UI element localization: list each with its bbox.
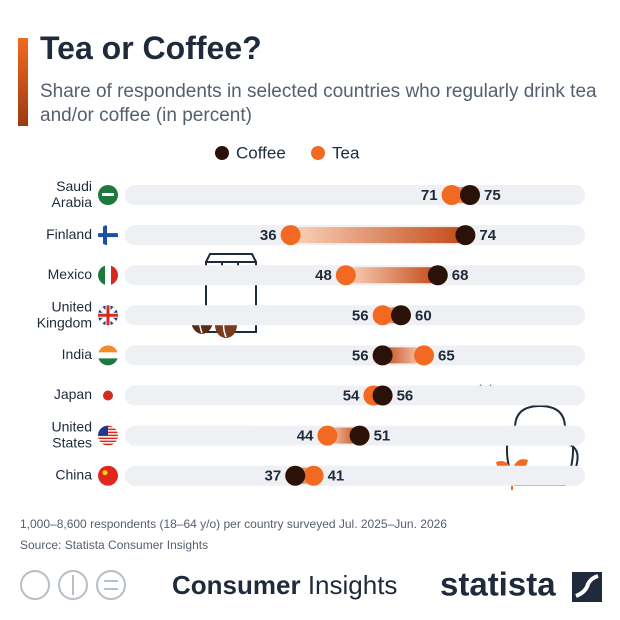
- connector: [290, 227, 466, 244]
- value-label: 68: [452, 267, 469, 284]
- coffee-dot: [391, 305, 411, 326]
- value-label: 37: [265, 468, 282, 485]
- coffee-dot: [349, 425, 370, 446]
- row-track: [125, 305, 585, 326]
- coffee-dot: [427, 265, 448, 286]
- flag-part: [98, 233, 118, 238]
- coffee-dot: [455, 225, 476, 246]
- flag-part: [102, 470, 108, 476]
- license-icons: [20, 570, 126, 600]
- value-label: 41: [328, 468, 345, 485]
- coffee-dot: [285, 465, 306, 486]
- flag: [98, 465, 118, 486]
- category-label: China: [55, 466, 92, 482]
- logo: statista: [440, 566, 556, 603]
- source: Source: Statista Consumer Insights: [20, 538, 209, 552]
- value-label: 44: [297, 428, 314, 445]
- category-label: Finland: [46, 226, 92, 242]
- chart-title: Tea or Coffee?: [40, 30, 262, 66]
- flag-part: [98, 305, 118, 326]
- category-label: India: [62, 346, 93, 362]
- tea-dot: [303, 465, 324, 486]
- flag: [98, 265, 118, 286]
- brand: Consumer Insights: [172, 570, 397, 600]
- flag: [98, 425, 118, 446]
- value-label: 48: [315, 267, 332, 284]
- brand-bold: Consumer: [172, 570, 301, 600]
- footer: 1,000–8,600 respondents (18–64 y/o) per …: [20, 514, 447, 556]
- tea-dot: [372, 305, 393, 326]
- flag-part: [98, 425, 108, 436]
- value-label: 36: [260, 227, 277, 244]
- value-label: 60: [415, 307, 432, 324]
- row-track: [125, 345, 585, 366]
- flag-part: [98, 443, 118, 446]
- legend-marker: [311, 146, 325, 160]
- flag-part: [105, 265, 111, 286]
- flag: [98, 305, 118, 326]
- category-label: United States: [52, 418, 92, 450]
- value-label: 56: [352, 307, 369, 324]
- flag-part: [98, 358, 118, 366]
- tea-dot: [280, 225, 301, 246]
- value-label: 65: [438, 347, 455, 364]
- value-label: 54: [343, 387, 360, 404]
- tea-dot: [335, 265, 356, 286]
- row-track: [125, 465, 585, 486]
- flag-part: [111, 265, 118, 286]
- flag: [98, 385, 118, 406]
- tea-dot: [441, 185, 462, 205]
- value-label: 71: [421, 187, 438, 204]
- value-label: 51: [374, 428, 391, 445]
- flag-part: [98, 265, 105, 286]
- legend-label: Tea: [332, 143, 360, 162]
- flag: [98, 345, 118, 366]
- flag-part: [98, 345, 118, 353]
- flag-part: [103, 225, 107, 246]
- connector: [345, 267, 438, 284]
- title-accent: [18, 38, 28, 126]
- category-label: Saudi Arabia: [52, 178, 93, 210]
- tea-dot: [414, 345, 434, 366]
- coffee-dot: [460, 185, 480, 205]
- flag-part: [102, 193, 114, 196]
- footnote: 1,000–8,600 respondents (18–64 y/o) per …: [20, 517, 447, 531]
- chart-subtitle: Share of respondents in selected countri…: [40, 81, 597, 126]
- logo-mark-swoosh: [575, 574, 599, 598]
- row-track: [125, 185, 585, 205]
- coffee-dot: [372, 385, 393, 406]
- coffee-dot: [372, 345, 393, 366]
- connector: [382, 347, 424, 364]
- legend-label: Coffee: [236, 143, 286, 162]
- brand-light: Insights: [308, 570, 398, 600]
- value-label: 75: [484, 187, 501, 204]
- value-label: 56: [397, 387, 414, 404]
- value-label: 56: [352, 347, 369, 364]
- flag-part: [98, 465, 118, 486]
- flag-part: [103, 390, 113, 401]
- category-label: United Kingdom: [37, 298, 92, 330]
- brand-bar: Consumer Insights statista: [20, 566, 602, 603]
- flag-part: [98, 437, 118, 440]
- flag-part: [98, 352, 118, 359]
- row-track: [125, 385, 585, 406]
- value-label: 74: [479, 227, 496, 244]
- flag: [98, 185, 118, 205]
- legend-marker: [215, 146, 229, 160]
- flag-part: [98, 440, 118, 443]
- category-label: Mexico: [48, 266, 93, 282]
- flag: [98, 225, 118, 246]
- tea-dot: [317, 425, 338, 446]
- category-label: Japan: [54, 386, 92, 402]
